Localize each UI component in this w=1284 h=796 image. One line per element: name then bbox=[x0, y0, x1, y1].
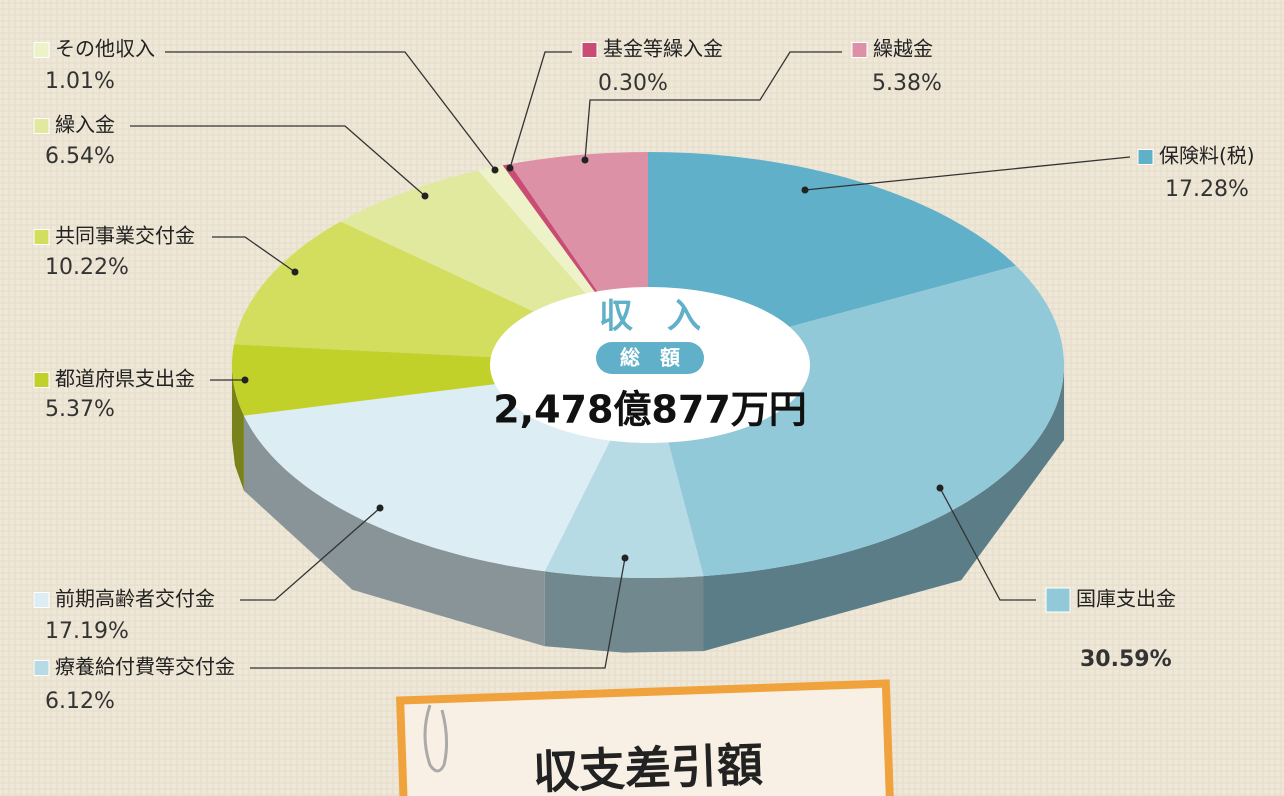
category-label: 都道府県支出金 bbox=[55, 367, 195, 391]
category-label: 前期高齢者交付金 bbox=[55, 587, 215, 611]
slice-side bbox=[243, 415, 545, 647]
legend-swatch bbox=[33, 592, 50, 608]
leader-dot bbox=[936, 484, 944, 492]
category-label: 基金等繰入金 bbox=[603, 37, 723, 61]
subtitle-pill bbox=[596, 342, 704, 374]
leader-line bbox=[165, 51, 496, 171]
leader-dot bbox=[506, 164, 514, 172]
value-label: 5.38% bbox=[872, 71, 942, 96]
category-label: 保険料(税) bbox=[1159, 144, 1255, 168]
center-title: 収 入 bbox=[599, 297, 701, 337]
legend-swatch bbox=[1045, 587, 1071, 613]
slice-side bbox=[703, 365, 1064, 652]
paperclip-icon bbox=[423, 704, 449, 773]
category-label: 共同事業交付金 bbox=[55, 224, 195, 248]
value-label: 17.28% bbox=[1165, 177, 1249, 202]
leader-dot bbox=[581, 156, 589, 164]
legend-swatch bbox=[1137, 149, 1154, 165]
leader-dot bbox=[291, 268, 299, 276]
legend-swatch bbox=[33, 42, 50, 58]
leader-line bbox=[804, 156, 1131, 191]
labels: 保険料(税) 17.28% 国庫支出金 30.59% 療養給付費等交付金 6.12% 前期高… bbox=[33, 37, 1255, 714]
value-label: 6.12% bbox=[45, 689, 115, 714]
category-label: 繰入金 bbox=[55, 113, 115, 137]
leader-dot bbox=[421, 192, 429, 200]
value-label: 17.19% bbox=[45, 619, 129, 644]
leader-line bbox=[584, 51, 842, 161]
value-label: 5.37% bbox=[45, 397, 115, 422]
legend-swatch bbox=[33, 660, 50, 676]
leader-dot bbox=[241, 376, 249, 384]
slice-side bbox=[544, 571, 704, 653]
category-label: その他収入 bbox=[55, 37, 155, 61]
leader-line bbox=[250, 557, 626, 669]
legend-swatch bbox=[33, 229, 50, 245]
leader-dot bbox=[801, 186, 809, 194]
value-label: 10.22% bbox=[45, 255, 129, 280]
slice-side bbox=[232, 365, 244, 491]
category-label: 療養給付費等交付金 bbox=[55, 655, 235, 679]
leader-line bbox=[509, 51, 572, 169]
category-label: 国庫支出金 bbox=[1076, 587, 1176, 611]
legend-swatch bbox=[581, 42, 598, 58]
legend-swatch bbox=[33, 372, 50, 388]
legend-swatch bbox=[33, 118, 50, 134]
leader-dot bbox=[621, 554, 629, 562]
value-label: 0.30% bbox=[598, 71, 668, 96]
center-subtitle: 総 額 bbox=[620, 346, 680, 370]
legend-swatch bbox=[851, 42, 868, 58]
leader-dot bbox=[491, 166, 499, 174]
leader-line bbox=[240, 507, 381, 601]
center-total: 2,478億877万円 bbox=[493, 388, 807, 432]
leader-dot bbox=[376, 504, 384, 512]
footer-box bbox=[395, 679, 895, 796]
leader-line bbox=[939, 487, 1036, 601]
value-label: 1.01% bbox=[45, 69, 115, 94]
value-label: 30.59% bbox=[1080, 647, 1172, 672]
footer-title: 収支差引額 bbox=[532, 737, 764, 796]
slice bbox=[544, 365, 704, 578]
value-label: 6.54% bbox=[45, 144, 115, 169]
category-label: 繰越金 bbox=[873, 37, 933, 61]
leader-line bbox=[212, 236, 296, 273]
leader-line bbox=[130, 125, 426, 197]
